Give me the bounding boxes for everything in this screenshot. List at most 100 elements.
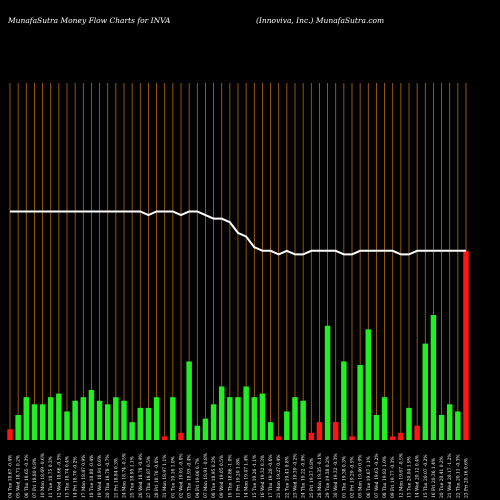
x-tick-label: 12 Wed 18.66 -0.5% [57,453,62,498]
money-flow-bar [161,436,168,440]
x-tick-label: 20 Tue 20.41 0.2% [440,456,445,498]
money-flow-bar [113,397,119,440]
money-flow-bar [406,407,412,440]
money-flow-bar [284,411,290,440]
money-flow-bar [15,415,21,440]
money-flow-bar [332,422,339,440]
x-tick-label: 13 Thu 18.74 0.4% [66,456,71,498]
x-tick-label: 01 Tue 19.16 1.0% [171,456,176,498]
x-tick-label: 11 Tue 18.75 0.3% [49,456,54,498]
x-tick-label: 12 Mon 19.67 -0.5% [399,453,404,498]
x-tick-label: 15 Thu 20.07 -0.2% [424,454,429,498]
x-tick-label: 17 Mon 18.87 0.9% [82,455,87,498]
x-tick-label: 07 Wed 19.63 -0.2% [375,453,380,498]
money-flow-bar [104,404,111,440]
money-flow-bar [170,397,176,440]
money-flow-bar [202,418,209,440]
x-tick-label: 06 Thu 18.65 -0.3% [25,454,30,498]
x-tick-label: 10 Mon 18.69 -0.6% [41,453,46,498]
x-tick-label: 15 Tue 19.26 -1.1% [253,455,258,498]
money-flow-bar [121,400,127,440]
money-flow-bar [349,436,355,440]
money-flow-bar [39,404,46,440]
money-flow-bar [414,425,420,440]
money-flow-bar [194,425,201,440]
money-flow-bar [88,390,95,440]
x-tick-label: 20 Thu 18.78 -0.7% [106,454,111,498]
money-flow-bar [341,361,347,440]
x-tick-label: 26 Wed 18.78 -0.9% [139,453,144,498]
money-flow-bar [23,397,30,440]
x-tick-label: 22 Tue 19.43 0.8% [285,456,290,498]
money-flow-bar [357,365,363,440]
x-tick-label: 14 Fri 18.70 -0.2% [74,456,79,498]
x-tick-label: 09 Fri 19.77 -0.3% [391,456,396,498]
x-tick-label: 04 Tue 18.67 -0.4% [9,455,14,498]
money-flow-bar [80,397,87,440]
x-tick-label: 03 Thu 18.93 -0.4% [188,454,193,498]
x-tick-label: 25 Fri 19.37 0.8% [310,458,315,498]
x-tick-label: 23 Fri 20.16 0.6% [465,458,470,498]
money-flow-bar [267,422,274,440]
money-flow-bar [56,393,62,440]
x-tick-label: 16 Fri 20.36 1.4% [432,458,437,498]
x-tick-labels: 04 Tue 18.67 -0.4% 05 Wed 18.71 0.2% 06 Th… [9,453,470,498]
money-flow-bar [373,415,380,440]
money-flow-bar [365,329,372,440]
x-tick-label: 24 Mon 18.74 -0.5% [123,453,128,498]
x-tick-label: 10 Thu 18.86 -1.0% [228,454,233,498]
x-tick-label: 18 Tue 18.80 -0.4% [90,455,95,498]
price-line [10,210,466,256]
x-tick-label: 27 Thu 18.87 0.5% [147,456,152,498]
money-flow-bar [446,404,453,440]
x-tick-label: 19 Wed 18.91 0.6% [98,455,103,498]
x-tick-label: 05 Wed 18.71 0.2% [17,455,22,498]
money-flow-bar [430,315,437,440]
money-flow-bar [210,404,217,440]
money-flow-bars [7,250,469,440]
x-tick-label: 13 Tue 20.04 1.9% [408,456,413,498]
money-flow-bar [243,386,249,440]
x-tick-label: 14 Mon 19.47 1.4% [245,455,250,498]
x-tick-label: 25 Tue 18.95 1.1% [131,456,136,498]
money-flow-bar [137,407,144,440]
money-flow-bar [178,432,184,440]
x-tick-label: 30 Wed 19.32 -0.3% [334,453,339,498]
x-tick-label: 08 Tue 18.95 0.2% [212,456,217,498]
money-flow-bar [463,250,469,440]
x-tick-label: 29 Tue 19.38 0.2% [326,456,331,498]
x-tick-label: 28 Mon 19.35 -0.1% [318,453,323,498]
x-tick-label: 04 Fri 19.06 0.7% [196,458,201,498]
x-tick-label: 21 Fri 18.84 0.3% [114,458,119,498]
x-tick-label: 09 Wed 19.05 0.5% [220,455,225,498]
money-flow-bar [153,397,160,440]
money-flow-bar [96,400,103,440]
x-tick-label: 28 Fri 18.76 -0.6% [155,456,160,498]
money-flow-bar [186,361,192,440]
x-tick-label: 24 Thu 19.22 -0.9% [302,454,307,498]
chart-subtitle: (Innoviva, Inc.) MunafaSutra.com [256,16,384,25]
x-tick-label: 31 Mon 18.97 1.1% [163,455,168,498]
money-flow-bar [145,407,152,440]
money-flow-bar [72,400,78,440]
money-flow-bar [398,432,404,440]
x-tick-label: 05 Mon 19.46 0.9% [359,455,364,498]
money-flow-bar [47,397,54,440]
money-flow-bar [7,429,13,440]
x-tick-label: 14 Wed 20.12 0.4% [416,455,421,498]
money-flow-bar [235,397,241,440]
money-flow-bar [292,397,298,440]
chart-title: MunafaSutra Money Flow Charts for INVA [7,16,171,25]
money-flow-bar [31,404,38,440]
money-flow-bar [251,397,258,440]
x-tick-label: 02 Fri 19.29 -0.5% [351,456,356,498]
money-flow-bar [438,415,445,440]
money-flow-bar [455,411,461,440]
money-flow-bar [218,386,225,440]
money-flow-bar [64,411,70,440]
x-tick-label: 16 Wed 19.32 0.3% [261,455,266,498]
x-tick-label: 22 Thu 20.11 -0.3% [456,454,461,498]
x-tick-label: 21 Mon 19.27 0.4% [277,455,282,498]
x-tick-label: 07 Fri 18.80 0.8% [33,458,38,498]
